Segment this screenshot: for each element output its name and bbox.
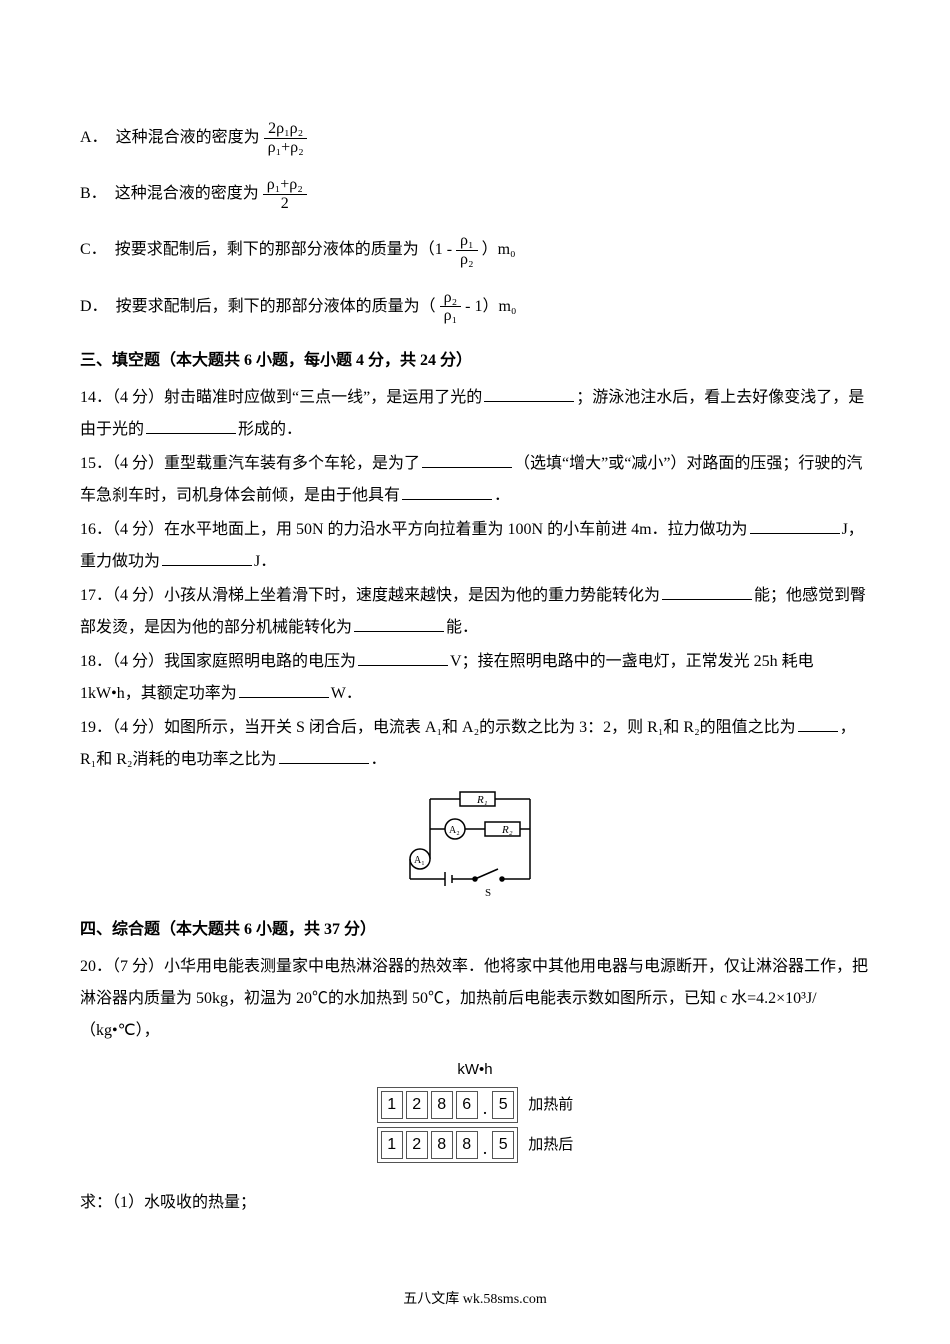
frac-num: ρ₂ <box>440 289 462 308</box>
meter-after-label: 加热后 <box>528 1130 573 1160</box>
meter-after-row: 1 2 8 8 . 5 加热后 <box>377 1127 574 1163</box>
section-3-title: 三、填空题（本大题共 6 小题，每小题 4 分，共 24 分） <box>80 345 870 377</box>
digit: 2 <box>406 1091 428 1119</box>
frac-den: ρ₁+ρ₂ <box>264 139 308 157</box>
blank <box>484 384 574 402</box>
option-d-label: D． <box>80 291 108 323</box>
option-b-fraction: ρ₁+ρ₂ 2 <box>263 176 307 212</box>
blank <box>798 714 838 732</box>
r1-label: R₁ <box>476 794 488 806</box>
question-14: 14．（4 分）射击瞄准时应做到“三点一线”，是运用了光的；游泳池注水后，看上去… <box>80 382 870 446</box>
option-a-text1: 这种混合液的密度为 <box>116 122 260 154</box>
blank <box>146 416 236 434</box>
blank <box>354 614 444 632</box>
frac-num: ρ₁+ρ₂ <box>263 176 307 195</box>
a2-label: A₂ <box>449 825 460 836</box>
question-16: 16．（4 分）在水平地面上，用 50N 的力沿水平方向拉着重为 100N 的小… <box>80 514 870 578</box>
frac-den: 2 <box>277 195 293 213</box>
q18-a: 18．（4 分）我国家庭照明电路的电压为 <box>80 653 356 670</box>
option-c: C． 按要求配制后，剩下的那部分液体的质量为（1 - ρ₁ ρ₂ ）m₀ <box>80 232 870 268</box>
meter-after-digits: 1 2 8 8 . 5 <box>377 1127 519 1163</box>
meter-before-label: 加热前 <box>528 1090 573 1120</box>
meter-unit: kW•h <box>457 1055 492 1085</box>
question-20-part1: 求：（1）水吸收的热量； <box>80 1187 870 1219</box>
option-d-fraction: ρ₂ ρ₁ <box>440 289 462 325</box>
option-b-label: B． <box>80 178 107 210</box>
circuit-diagram: R₁ R₂ A₂ A₁ S <box>390 784 560 904</box>
digit: 1 <box>381 1091 403 1119</box>
decimal-point: . <box>481 1099 490 1119</box>
digit: 8 <box>431 1091 453 1119</box>
frac-num: ρ₁ <box>456 232 478 251</box>
section-4-title: 四、综合题（本大题共 6 小题，共 37 分） <box>80 914 870 946</box>
digit: 8 <box>456 1131 478 1159</box>
question-20: 20．（7 分）小华用电能表测量家中电热淋浴器的热效率．他将家中其他用电器与电源… <box>80 951 870 1047</box>
q14-a: 14．（4 分）射击瞄准时应做到“三点一线”，是运用了光的 <box>80 389 482 406</box>
option-c-fraction: ρ₁ ρ₂ <box>456 232 478 268</box>
option-c-label: C． <box>80 234 107 266</box>
question-15: 15．（4 分）重型载重汽车装有多个车轮，是为了（选填“增大”或“减小”）对路面… <box>80 448 870 512</box>
blank <box>750 516 840 534</box>
frac-den: ρ₁ <box>440 307 462 325</box>
meter-before-row: 1 2 8 6 . 5 加热前 <box>377 1087 574 1123</box>
meter-before-digits: 1 2 8 6 . 5 <box>377 1087 519 1123</box>
option-a-fraction: 2ρ₁ρ₂ ρ₁+ρ₂ <box>264 120 308 156</box>
digit: 8 <box>431 1131 453 1159</box>
frac-num: 2ρ₁ρ₂ <box>264 120 307 139</box>
digit: 1 <box>381 1131 403 1159</box>
digit: 2 <box>406 1131 428 1159</box>
energy-meter-figure: kW•h 1 2 8 6 . 5 加热前 1 2 8 8 . 5 加热后 <box>345 1055 605 1167</box>
blank <box>662 582 752 600</box>
option-d-text1: 按要求配制后，剩下的那部分液体的质量为（ <box>116 291 436 323</box>
q19-a: 19．（4 分）如图所示，当开关 S 闭合后，电流表 A₁和 A₂的示数之比为 … <box>80 719 796 736</box>
q15-a: 15．（4 分）重型载重汽车装有多个车轮，是为了 <box>80 455 420 472</box>
r2-label: R₂ <box>501 824 513 836</box>
page-footer: 五八文库 wk.58sms.com <box>0 1286 950 1314</box>
q19-c: ． <box>371 751 387 768</box>
q16-c: J． <box>254 553 276 570</box>
option-a: A． 这种混合液的密度为 2ρ₁ρ₂ ρ₁+ρ₂ <box>80 120 870 156</box>
question-19: 19．（4 分）如图所示，当开关 S 闭合后，电流表 A₁和 A₂的示数之比为 … <box>80 712 870 776</box>
blank <box>422 450 512 468</box>
blank <box>239 680 329 698</box>
digit: 5 <box>492 1131 514 1159</box>
q17-a: 17．（4 分）小孩从滑梯上坐着滑下时，速度越来越快，是因为他的重力势能转化为 <box>80 587 660 604</box>
s-label: S <box>485 887 491 899</box>
option-c-text1: 按要求配制后，剩下的那部分液体的质量为（1 - <box>115 234 452 266</box>
option-b: B． 这种混合液的密度为 ρ₁+ρ₂ 2 <box>80 176 870 212</box>
digit: 6 <box>456 1091 478 1119</box>
q16-a: 16．（4 分）在水平地面上，用 50N 的力沿水平方向拉着重为 100N 的小… <box>80 521 748 538</box>
blank <box>162 548 252 566</box>
q18-c: W． <box>331 685 362 702</box>
digit: 5 <box>492 1091 514 1119</box>
a1-label: A₁ <box>414 855 425 866</box>
question-17: 17．（4 分）小孩从滑梯上坐着滑下时，速度越来越快，是因为他的重力势能转化为能… <box>80 580 870 644</box>
decimal-point: . <box>481 1139 490 1159</box>
blank <box>279 746 369 764</box>
option-d-text2: - 1）m₀ <box>465 291 516 323</box>
option-b-text1: 这种混合液的密度为 <box>115 178 259 210</box>
blank <box>402 482 492 500</box>
q17-c: 能． <box>446 619 478 636</box>
option-d: D． 按要求配制后，剩下的那部分液体的质量为（ ρ₂ ρ₁ - 1）m₀ <box>80 289 870 325</box>
option-c-text2: ）m₀ <box>482 234 516 266</box>
frac-den: ρ₂ <box>456 251 478 269</box>
blank <box>358 648 448 666</box>
question-18: 18．（4 分）我国家庭照明电路的电压为V；接在照明电路中的一盏电灯，正常发光 … <box>80 646 870 710</box>
q14-c: 形成的． <box>238 421 302 438</box>
option-a-label: A． <box>80 122 108 154</box>
q15-c: ． <box>494 487 510 504</box>
